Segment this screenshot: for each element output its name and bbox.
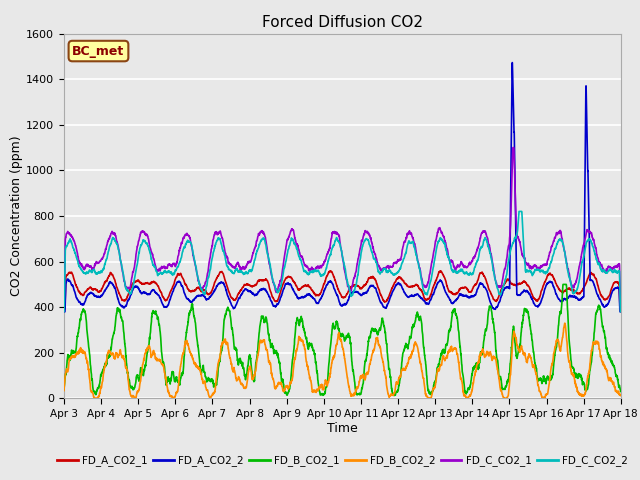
FD_B_CO2_2: [298, 338, 306, 344]
FD_A_CO2_1: [617, 307, 625, 312]
FD_B_CO2_1: [390, 393, 398, 398]
FD_A_CO2_1: [274, 298, 282, 303]
FD_A_CO2_2: [617, 309, 625, 315]
X-axis label: Time: Time: [327, 421, 358, 434]
FD_A_CO2_2: [508, 60, 516, 65]
FD_A_CO2_1: [298, 285, 305, 290]
FD_B_CO2_1: [617, 389, 625, 395]
Legend: FD_A_CO2_1, FD_A_CO2_2, FD_B_CO2_1, FD_B_CO2_2, FD_C_CO2_1, FD_C_CO2_2: FD_A_CO2_1, FD_A_CO2_2, FD_B_CO2_1, FD_B…: [53, 451, 632, 470]
Title: Forced Diffusion CO2: Forced Diffusion CO2: [262, 15, 423, 30]
Y-axis label: CO2 Concentration (ppm): CO2 Concentration (ppm): [10, 136, 24, 296]
FD_A_CO2_2: [124, 299, 131, 304]
FD_B_CO2_1: [298, 316, 305, 322]
FD_B_CO2_1: [124, 371, 131, 376]
FD_B_CO2_2: [124, 370, 132, 376]
FD_C_CO2_2: [157, 270, 164, 276]
FD_C_CO2_1: [157, 266, 164, 272]
FD_A_CO2_1: [124, 293, 131, 299]
FD_A_CO2_2: [157, 296, 164, 302]
FD_C_CO2_2: [515, 208, 523, 214]
FD_B_CO2_2: [157, 359, 164, 365]
FD_C_CO2_1: [617, 309, 625, 315]
FD_C_CO2_1: [298, 253, 305, 259]
FD_B_CO2_2: [606, 377, 614, 383]
FD_B_CO2_1: [606, 357, 614, 363]
FD_A_CO2_2: [298, 295, 305, 300]
FD_B_CO2_1: [157, 333, 164, 339]
FD_A_CO2_1: [326, 268, 334, 274]
FD_B_CO2_1: [559, 281, 567, 287]
FD_C_CO2_2: [298, 260, 305, 266]
FD_B_CO2_2: [274, 382, 282, 388]
FD_B_CO2_2: [561, 320, 568, 326]
Line: FD_C_CO2_2: FD_C_CO2_2: [64, 211, 621, 312]
Line: FD_A_CO2_2: FD_A_CO2_2: [64, 62, 621, 312]
FD_C_CO2_1: [274, 288, 282, 294]
FD_B_CO2_2: [60, 388, 68, 394]
FD_C_CO2_1: [124, 286, 131, 291]
FD_B_CO2_2: [617, 393, 625, 398]
FD_C_CO2_2: [60, 309, 68, 315]
FD_B_CO2_1: [60, 386, 68, 392]
FD_B_CO2_1: [546, 377, 554, 383]
Line: FD_B_CO2_2: FD_B_CO2_2: [64, 323, 621, 398]
FD_A_CO2_1: [157, 288, 164, 294]
FD_B_CO2_2: [546, 375, 554, 381]
FD_A_CO2_2: [606, 296, 614, 301]
FD_A_CO2_1: [546, 270, 554, 276]
FD_B_CO2_2: [93, 396, 100, 401]
Line: FD_C_CO2_1: FD_C_CO2_1: [64, 147, 621, 312]
FD_C_CO2_2: [606, 266, 614, 272]
FD_A_CO2_1: [60, 307, 68, 312]
FD_A_CO2_2: [274, 301, 282, 307]
Line: FD_B_CO2_1: FD_B_CO2_1: [64, 284, 621, 396]
Text: BC_met: BC_met: [72, 45, 125, 58]
Line: FD_A_CO2_1: FD_A_CO2_1: [64, 271, 621, 310]
FD_C_CO2_1: [60, 309, 68, 315]
FD_A_CO2_2: [546, 279, 554, 285]
FD_C_CO2_2: [274, 289, 282, 295]
FD_A_CO2_1: [606, 291, 614, 297]
FD_A_CO2_2: [60, 309, 68, 315]
FD_C_CO2_2: [124, 288, 131, 294]
FD_C_CO2_1: [509, 144, 516, 150]
FD_C_CO2_1: [606, 264, 614, 270]
FD_B_CO2_1: [274, 352, 282, 358]
FD_C_CO2_2: [617, 309, 625, 315]
FD_C_CO2_2: [546, 261, 554, 267]
FD_C_CO2_1: [546, 250, 554, 255]
